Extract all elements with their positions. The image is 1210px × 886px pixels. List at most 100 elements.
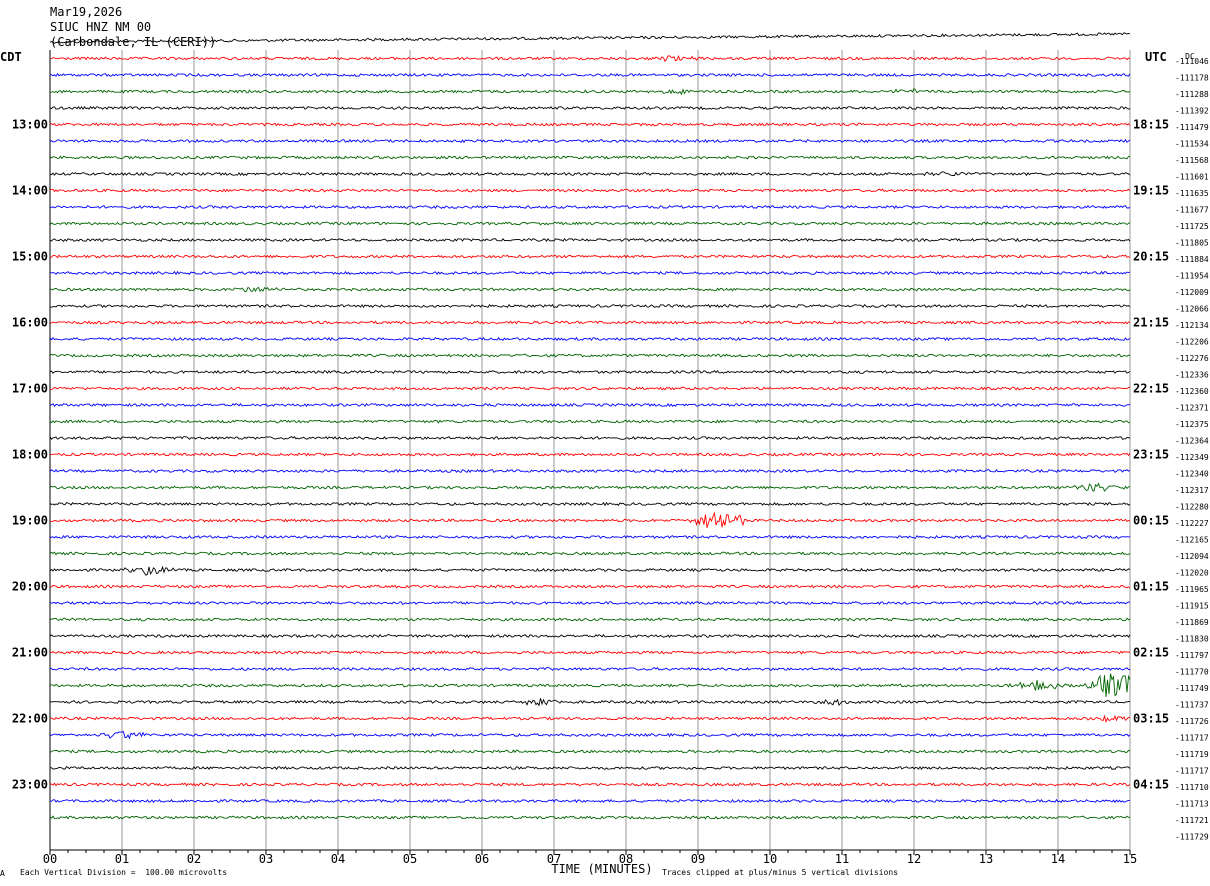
dc-offset-label: -111677	[1175, 206, 1209, 215]
seismic-trace	[49, 435, 1131, 440]
x-tick-label: 05	[403, 852, 417, 866]
seismic-trace	[49, 32, 1131, 44]
dc-offset-label: -112375	[1175, 420, 1209, 429]
dc-offset-label: -111729	[1175, 833, 1209, 842]
station-location: (Carbondale, IL (CERI))	[50, 35, 217, 49]
seismic-trace	[49, 815, 1131, 820]
dc-offset-label: -111717	[1175, 734, 1209, 743]
x-tick-label: 09	[691, 852, 705, 866]
right-hour-label: 00:15	[1133, 514, 1169, 528]
x-tick-label: 06	[475, 852, 489, 866]
dc-offset-label: -111726	[1175, 717, 1209, 726]
seismic-trace	[49, 782, 1131, 787]
right-hour-label: 04:15	[1133, 778, 1169, 792]
left-hour-label: 23:00	[12, 778, 48, 792]
x-tick-label: 13	[979, 852, 993, 866]
seismic-trace	[49, 270, 1131, 276]
seismic-trace	[49, 511, 1131, 528]
right-hour-label: 18:15	[1133, 118, 1169, 132]
seismic-trace	[49, 666, 1130, 671]
seismic-trace	[49, 534, 1131, 540]
plot-date: Mar19,2026	[50, 5, 123, 19]
left-hour-label: 13:00	[12, 118, 48, 132]
dc-offset-label: -111479	[1175, 123, 1209, 132]
dc-offset-label: -111915	[1175, 602, 1209, 611]
dc-offset-label: -112165	[1175, 536, 1209, 545]
dc-offset-label: -111737	[1175, 701, 1209, 710]
dc-offset-label: -111719	[1175, 750, 1209, 759]
x-tick-label: 10	[763, 852, 777, 866]
seismic-trace	[49, 617, 1131, 622]
dc-label: DC	[1185, 52, 1195, 61]
seismic-trace	[49, 698, 1131, 707]
seismic-trace	[49, 673, 1131, 697]
left-hour-label: 18:00	[12, 448, 48, 462]
dc-offset-label: -112360	[1175, 387, 1209, 396]
dc-offset-label: -112134	[1175, 321, 1209, 330]
seismic-trace	[49, 286, 1131, 293]
seismic-trace	[49, 221, 1131, 226]
dc-offset-label: -111954	[1175, 272, 1209, 281]
seismic-trace	[49, 369, 1131, 375]
dc-offset-label: -112020	[1175, 569, 1209, 578]
seismic-trace	[49, 633, 1131, 639]
seismic-trace	[49, 303, 1131, 309]
dc-offset-label: -111721	[1175, 816, 1209, 825]
seismic-trace	[49, 188, 1131, 193]
corner-mark: A	[0, 869, 5, 878]
seismic-trace	[49, 650, 1131, 655]
x-tick-label: 02	[187, 852, 201, 866]
dc-offset-label: -111534	[1175, 140, 1209, 149]
dc-offset-label: -111568	[1175, 156, 1209, 165]
dc-offset-label: -111965	[1175, 585, 1209, 594]
dc-offset-label: -111601	[1175, 173, 1209, 182]
x-tick-label: 12	[907, 852, 921, 866]
seismic-trace	[49, 452, 1131, 457]
seismic-trace	[49, 501, 1131, 507]
seismic-trace	[49, 584, 1131, 589]
seismic-trace	[49, 565, 1131, 576]
right-hour-label: 01:15	[1133, 580, 1169, 594]
seismic-trace	[49, 87, 1131, 96]
dc-offset-label: -112280	[1175, 503, 1209, 512]
x-tick-label: 00	[43, 852, 57, 866]
left-hour-label: 22:00	[12, 712, 48, 726]
x-tick-label: 08	[619, 852, 633, 866]
seismic-trace	[49, 402, 1131, 408]
dc-offset-label: -111713	[1175, 800, 1209, 809]
right-hour-label: 20:15	[1133, 250, 1169, 264]
dc-offset-label: -112336	[1175, 371, 1209, 380]
seismic-trace	[49, 204, 1131, 210]
dc-offset-label: -112009	[1175, 288, 1209, 297]
x-axis-label: TIME (MINUTES)	[551, 862, 652, 876]
dc-offset-label: -111288	[1175, 90, 1209, 99]
right-hour-label: 23:15	[1133, 448, 1169, 462]
dc-offset-label: -111710	[1175, 783, 1209, 792]
left-hour-label: 16:00	[12, 316, 48, 330]
seismic-trace	[49, 386, 1131, 391]
left-hour-label: 14:00	[12, 184, 48, 198]
seismic-trace	[49, 138, 1131, 144]
left-timezone-label: CDT	[0, 50, 22, 64]
dc-offset-label: -112340	[1175, 470, 1209, 479]
dc-offset-label: -111797	[1175, 651, 1209, 660]
right-hour-label: 21:15	[1133, 316, 1169, 330]
right-timezone-label: UTC	[1145, 50, 1167, 64]
right-hour-label: 02:15	[1133, 646, 1169, 660]
seismic-trace	[49, 749, 1131, 754]
dc-offset-label: -112066	[1175, 305, 1209, 314]
seismic-trace	[49, 171, 1131, 177]
seismic-trace	[49, 551, 1131, 556]
dc-offset-label: -111749	[1175, 684, 1209, 693]
seismic-trace	[49, 72, 1131, 78]
seismic-trace	[49, 237, 1131, 243]
seismic-trace	[49, 468, 1131, 474]
dc-offset-label: -111884	[1175, 255, 1209, 264]
dc-offset-label: -112371	[1175, 404, 1209, 413]
dc-offset-label: -111717	[1175, 767, 1209, 776]
left-hour-label: 21:00	[12, 646, 48, 660]
seismic-trace	[49, 714, 1131, 724]
x-tick-label: 04	[331, 852, 345, 866]
station-code: SIUC HNZ NM 00	[50, 20, 152, 34]
dc-offset-label: -112276	[1175, 354, 1209, 363]
